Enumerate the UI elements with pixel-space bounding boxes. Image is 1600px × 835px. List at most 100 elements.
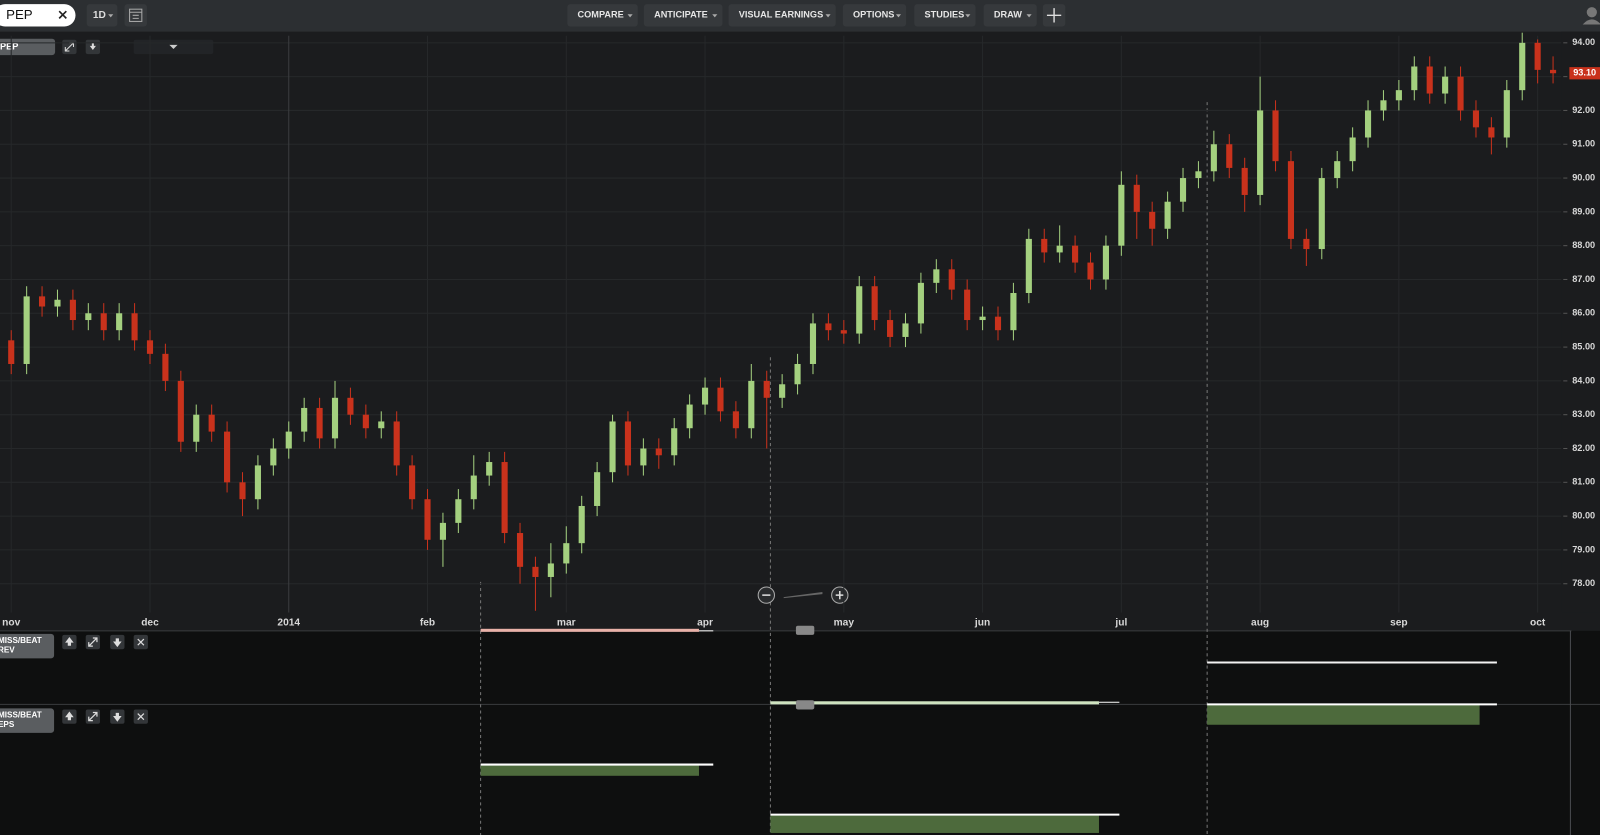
candle-body [1087,262,1094,280]
candle-body [701,387,709,405]
menu-label: DRAW [994,10,1022,20]
candle-body [1025,238,1032,293]
x-tick-label: sep [1390,617,1408,628]
menu-label: OPTIONS [853,10,894,20]
candle-body [871,286,878,321]
scroll-handle[interactable] [795,700,815,710]
candle-body [85,313,92,321]
eps-bar [480,764,699,776]
candle-body [1133,184,1140,212]
dropdown-arrow [1026,14,1032,18]
eps-bar [1207,704,1480,725]
candle-body [1303,238,1310,250]
menu-label: ANTICIPATE [654,10,708,20]
menu-button[interactable] [842,4,907,27]
candle-body [1041,238,1048,253]
candle-body [1472,110,1480,128]
y-tick-label: 84.00 [1572,375,1595,385]
scroll-handle[interactable] [795,625,815,635]
last-price-label: 93.10 [1573,68,1596,78]
rev-bar [770,701,1099,705]
candle-body [347,397,354,415]
candle-body [856,286,863,334]
candle-body [54,299,61,307]
candle-body [146,340,154,354]
candle-body [640,448,647,466]
eps-bar [770,814,1099,833]
dropdown-arrow [169,44,178,49]
user-icon [1582,19,1600,25]
candle-body [578,505,585,544]
candle-body [1364,110,1372,138]
y-tick-label: 90.00 [1572,172,1595,182]
x-tick-label: aug [1251,617,1269,628]
calendar-icon [129,8,143,22]
candle-body [8,340,15,364]
candle-body [501,462,508,534]
user-icon[interactable] [1586,7,1597,18]
dropdown-arrow [895,14,902,18]
candle-body [39,296,46,307]
y-tick-label: 82.00 [1572,443,1595,453]
candle-body [594,472,601,506]
dropdown-arrow [825,14,831,18]
candle-body [1380,100,1387,111]
candle-body [331,397,339,439]
menu-button[interactable] [728,4,836,27]
candle-body [717,387,724,412]
button-icon [113,638,122,648]
clear-symbol[interactable] [58,10,67,19]
candle-body [1534,42,1541,70]
panel-label: REV [0,645,15,654]
candle-body [994,316,1002,331]
candle-body [316,407,323,439]
candle-body [1272,110,1279,162]
x-tick-label: feb [420,617,435,628]
y-tick-label: 79.00 [1572,544,1595,554]
symbol-text: PEP [6,7,33,22]
candle-body [1257,110,1264,195]
candle-body [1287,161,1295,239]
dropdown-arrow [712,14,718,18]
candle-body [1503,90,1510,138]
candle-body [362,414,369,429]
menu-button[interactable] [914,4,976,27]
menu-button[interactable] [983,4,1037,27]
candle-body [516,533,524,567]
candle-body [162,353,169,381]
candle-body [23,296,30,364]
candle-body [1334,161,1341,179]
zoom-slider[interactable] [783,592,823,599]
menu-button[interactable] [643,4,723,27]
candle-body [1349,137,1356,162]
candle-body [563,543,570,564]
candle-body [409,465,416,500]
y-tick-label: 80.00 [1572,511,1595,521]
candle-body [609,421,616,473]
button-icon [65,711,74,721]
price-chart: 78.00 79.00 80.00 81.00 82.00 83.00 84.00 85.00… [0,31,1600,628]
candle-body [285,431,292,449]
calendar-icon [129,11,142,19]
candle-body [748,380,755,429]
menu-bar: COMPARE ANTICIPATE VISUAL EARNINGS OPTIONS S… [567,4,1037,27]
candle-body [1318,178,1325,250]
study-panels: MISS/BEATREVMISS/BEATEPS [0,633,148,733]
candle-body [547,563,554,577]
dropdown-arrow [965,14,971,18]
x-tick-label: dec [141,617,159,628]
interval-button[interactable] [86,4,118,27]
candle-body [1164,201,1171,229]
candle-body [208,414,215,432]
y-tick-label: 89.00 [1572,206,1595,216]
button-icon [137,713,145,721]
candle-body [100,313,107,331]
candle-body [686,404,693,429]
menu-button[interactable] [567,4,638,27]
symbol-input[interactable] [0,4,76,27]
candle-body [794,363,801,385]
candle-body [1010,292,1017,331]
rev-bar [480,628,699,632]
x-tick-label: 2014 [277,617,300,628]
